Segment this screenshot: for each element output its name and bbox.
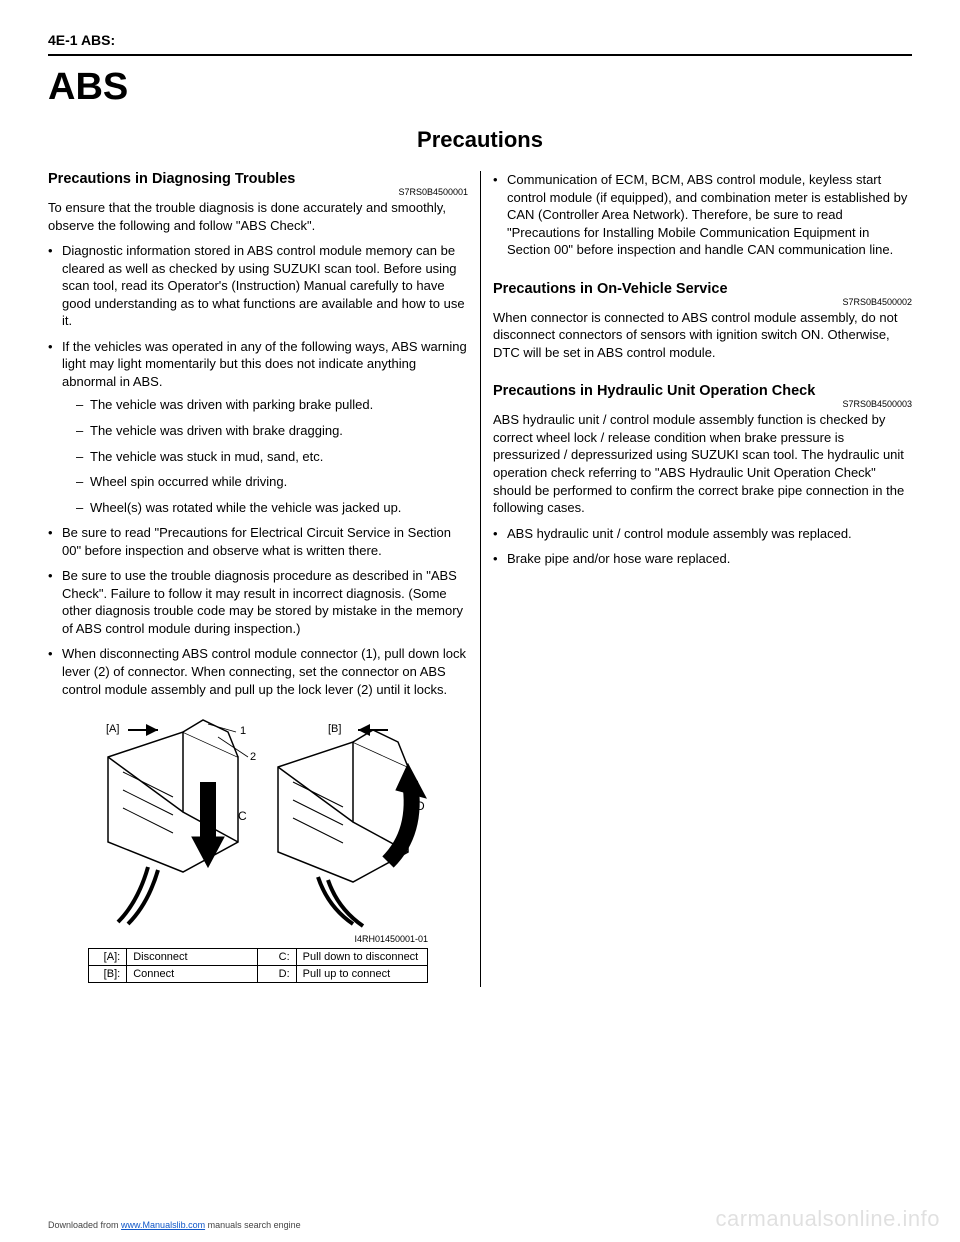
intro-text: To ensure that the trouble diagnosis is … bbox=[48, 199, 468, 234]
bullet-item: When disconnecting ABS control module co… bbox=[48, 645, 468, 698]
connector-diagram: [A] [B] 1 2 C D I4RH01450001-01 [A]: Dis… bbox=[88, 712, 428, 983]
heading-diagnosing: Precautions in Diagnosing Troubles bbox=[48, 171, 468, 187]
diagram-label-2: 2 bbox=[250, 751, 256, 763]
bullet-item: Be sure to read "Precautions for Electri… bbox=[48, 524, 468, 559]
legend-key: D: bbox=[258, 966, 296, 983]
bullet-item: Communication of ECM, BCM, ABS control m… bbox=[493, 171, 912, 259]
heading-onvehicle: Precautions in On-Vehicle Service bbox=[493, 281, 912, 297]
bullet-item: Diagnostic information stored in ABS con… bbox=[48, 242, 468, 330]
footer-suffix: manuals search engine bbox=[205, 1220, 301, 1230]
doc-code-3: S7RS0B4500003 bbox=[493, 399, 912, 409]
diagram-label-c: C bbox=[238, 809, 247, 823]
footer-prefix: Downloaded from bbox=[48, 1220, 121, 1230]
doc-code-1: S7RS0B4500001 bbox=[48, 187, 468, 197]
page-header: 4E-1 ABS: bbox=[48, 32, 912, 56]
dash-list: The vehicle was driven with parking brak… bbox=[62, 396, 468, 516]
legend-key: [B]: bbox=[89, 966, 127, 983]
bullet-list-right-top: Communication of ECM, BCM, ABS control m… bbox=[493, 171, 912, 259]
doc-code-2: S7RS0B4500002 bbox=[493, 297, 912, 307]
title-section: Precautions bbox=[48, 127, 912, 153]
table-row: [A]: Disconnect C: Pull down to disconne… bbox=[89, 949, 428, 966]
onvehicle-text: When connector is connected to ABS contr… bbox=[493, 309, 912, 362]
footer-link[interactable]: www.Manualslib.com bbox=[121, 1220, 205, 1230]
diagram-label-1: 1 bbox=[240, 725, 246, 737]
legend-val: Pull up to connect bbox=[296, 966, 427, 983]
legend-val: Pull down to disconnect bbox=[296, 949, 427, 966]
table-row: [B]: Connect D: Pull up to connect bbox=[89, 966, 428, 983]
heading-hydraulic: Precautions in Hydraulic Unit Operation … bbox=[493, 383, 912, 399]
legend-key: C: bbox=[258, 949, 296, 966]
bullet-text: If the vehicles was operated in any of t… bbox=[62, 339, 467, 389]
dash-item: The vehicle was stuck in mud, sand, etc. bbox=[76, 448, 468, 466]
dash-item: Wheel(s) was rotated while the vehicle w… bbox=[76, 499, 468, 517]
bullet-list-left: Diagnostic information stored in ABS con… bbox=[48, 242, 468, 698]
footer: Downloaded from www.Manualslib.com manua… bbox=[48, 1220, 301, 1230]
bullet-item: If the vehicles was operated in any of t… bbox=[48, 338, 468, 516]
diagram-label-a: [A] bbox=[106, 723, 119, 735]
dash-item: The vehicle was driven with brake draggi… bbox=[76, 422, 468, 440]
bullet-item: Be sure to use the trouble diagnosis pro… bbox=[48, 567, 468, 637]
legend-val: Disconnect bbox=[127, 949, 258, 966]
watermark: carmanualsonline.info bbox=[715, 1206, 940, 1232]
column-right: Communication of ECM, BCM, ABS control m… bbox=[480, 171, 912, 987]
page-ref: 4E-1 ABS: bbox=[48, 32, 115, 48]
legend-val: Connect bbox=[127, 966, 258, 983]
diagram-svg: [A] [B] 1 2 C D bbox=[88, 712, 428, 932]
diagram-label-d: D bbox=[416, 799, 425, 813]
hydraulic-text: ABS hydraulic unit / control module asse… bbox=[493, 411, 912, 516]
diagram-code: I4RH01450001-01 bbox=[88, 934, 428, 944]
column-left: Precautions in Diagnosing Troubles S7RS0… bbox=[48, 171, 480, 987]
dash-item: Wheel spin occurred while driving. bbox=[76, 473, 468, 491]
bullet-list-right-bottom: ABS hydraulic unit / control module asse… bbox=[493, 525, 912, 568]
legend-key: [A]: bbox=[89, 949, 127, 966]
bullet-item: Brake pipe and/or hose ware replaced. bbox=[493, 550, 912, 568]
diagram-legend-table: [A]: Disconnect C: Pull down to disconne… bbox=[88, 948, 428, 983]
title-main: ABS bbox=[48, 66, 912, 109]
diagram-label-b: [B] bbox=[328, 723, 341, 735]
dash-item: The vehicle was driven with parking brak… bbox=[76, 396, 468, 414]
content-columns: Precautions in Diagnosing Troubles S7RS0… bbox=[48, 171, 912, 987]
bullet-item: ABS hydraulic unit / control module asse… bbox=[493, 525, 912, 543]
